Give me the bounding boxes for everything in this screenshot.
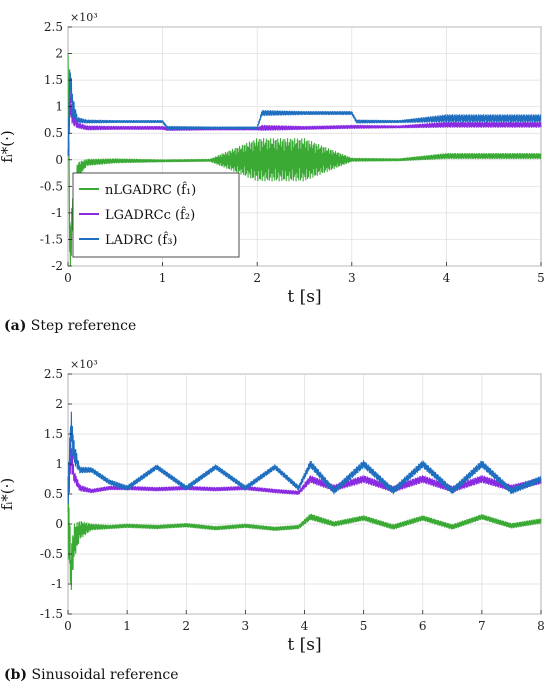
series-line-0-2 [67,69,542,157]
legend-entry-lgadrcc: LGADRCc (f̂₂) [105,206,195,223]
caption-b-text: Sinusoidal reference [27,667,179,683]
caption-a-tag: (a) [4,318,27,334]
x-tick-label: 8 [537,619,545,633]
y-tick-label: 1 [55,457,63,471]
legend: nLGADRC (f̂₁) LGADRCc (f̂₂) LADRC (f̂₃) [72,172,240,258]
x-tick-label: 5 [360,619,368,633]
x-tick-label: 3 [348,271,356,285]
y-tick-label: 0.5 [44,126,63,140]
series-b [67,411,542,591]
y-tick-label: -1 [51,206,63,220]
panel-a: 0 1 2 3 4 5 -2 -1.5 -1 -0.5 0 0.5 1 1.5 2 2.5 ×10³ t [s… [0,11,545,307]
y-tick-label: -1.5 [40,232,63,246]
y-tick-label: -1.5 [40,607,63,621]
caption-b-tag: (b) [4,667,28,683]
y-tick-label: 2.5 [44,20,63,34]
y-tick-label: -1 [51,577,63,591]
x-tick-label: 2 [182,619,190,633]
y-axis-label-a: f̂ᵢ*(·) [0,130,16,163]
y-tick-label: -0.5 [40,179,63,193]
ticks-b: 0 1 2 3 4 5 6 7 8 -1.5 -1 -0.5 0 0.5 1 1.5 2 2.5 [40,367,545,633]
x-tick-label: 4 [443,271,451,285]
y-tick-label: 2 [55,47,63,61]
y-tick-label: 0 [55,517,63,531]
x-tick-label: 0 [64,619,72,633]
x-axis-label-b: t [s] [287,635,321,655]
series-line-0-1 [67,91,542,156]
caption-a-text: Step reference [26,318,137,334]
series-a [67,53,542,267]
legend-entry-nlgadrc: nLGADRC (f̂₁) [105,181,196,198]
x-tick-label: 4 [301,619,309,633]
multiplier-b: ×10³ [70,358,98,371]
series-line-0-0 [67,53,542,267]
y-tick-label: -0.5 [40,547,63,561]
y-tick-label: 0.5 [44,487,63,501]
x-tick-label: 0 [64,271,72,285]
y-tick-label: 2.5 [44,367,63,381]
x-tick-label: 3 [242,619,250,633]
x-tick-label: 2 [253,271,261,285]
series-line-1-1 [67,437,542,500]
grid-a [67,26,542,267]
caption-b: (b) Sinusoidal reference [4,667,179,683]
x-tick-label: 5 [537,271,545,285]
series-line-1-0 [67,494,542,591]
y-tick-label: 1.5 [44,427,63,441]
multiplier-a: ×10³ [70,11,98,24]
legend-entry-ladrc: LADRC (f̂₃) [105,231,177,248]
x-axis-label-a: t [s] [287,287,321,307]
x-tick-label: 1 [159,271,167,285]
x-tick-label: 6 [419,619,427,633]
y-tick-label: 1 [55,100,63,114]
y-axis-label-b: f̂ᵢ*(·) [0,478,16,511]
x-tick-label: 1 [123,619,131,633]
caption-a: (a) Step reference [4,318,136,334]
y-tick-label: 1.5 [44,73,63,87]
legend-box [72,172,240,258]
ticks-a: 0 1 2 3 4 5 -2 -1.5 -1 -0.5 0 0.5 1 1.5 2 2.5 [40,20,545,285]
y-tick-label: -2 [51,259,63,273]
y-tick-label: 0 [55,153,63,167]
y-tick-label: 2 [55,397,63,411]
panel-b: 0 1 2 3 4 5 6 7 8 -1.5 -1 -0.5 0 0.5 1 1.5 2 2.5 ×10³ t [… [0,358,545,655]
x-tick-label: 7 [478,619,486,633]
series-line-1-2 [67,411,542,504]
grid-b [67,373,542,615]
